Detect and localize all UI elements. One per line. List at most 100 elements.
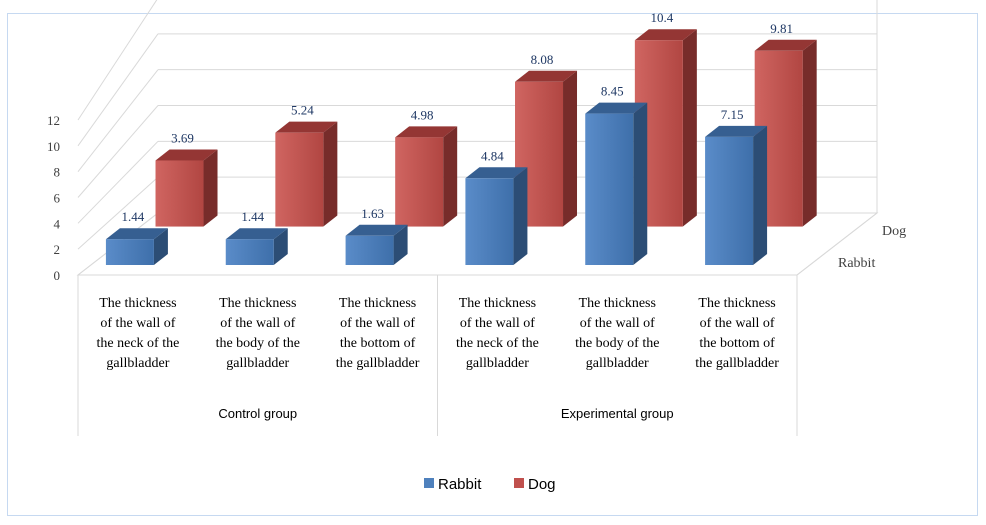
bar-dog bbox=[395, 126, 458, 227]
bar-side bbox=[153, 228, 168, 265]
bar-front bbox=[705, 136, 754, 265]
data-label: 8.08 bbox=[531, 52, 554, 67]
y-tick-label: 2 bbox=[54, 242, 61, 257]
legend: Rabbit Dog bbox=[424, 476, 556, 493]
group-label: Control group bbox=[218, 406, 297, 421]
bar-side bbox=[443, 126, 458, 227]
category-label: The thickness bbox=[579, 296, 656, 311]
category-label: of the wall of bbox=[100, 316, 175, 331]
category-label: The thickness bbox=[219, 296, 296, 311]
bar-top bbox=[395, 126, 458, 138]
y-tick-label: 8 bbox=[54, 165, 61, 180]
bar-dog bbox=[275, 121, 338, 227]
y-tick-label: 4 bbox=[54, 216, 61, 231]
legend-swatch-rabbit bbox=[424, 478, 434, 488]
category-label: The thickness bbox=[459, 296, 536, 311]
category-label: the gallbladder bbox=[695, 356, 779, 371]
data-label: 1.44 bbox=[241, 209, 264, 224]
bar-dog bbox=[155, 149, 218, 227]
category-label: The thickness bbox=[698, 296, 775, 311]
bar-dog bbox=[515, 70, 578, 227]
bar-side bbox=[273, 228, 288, 265]
bar-front bbox=[395, 137, 444, 227]
group-label: Experimental group bbox=[561, 406, 674, 421]
bar-front bbox=[105, 239, 154, 265]
bar-top bbox=[275, 121, 338, 133]
y-tick-label: 0 bbox=[54, 268, 61, 283]
legend-label-dog: Dog bbox=[528, 476, 556, 493]
bar-side bbox=[682, 29, 697, 227]
bar-side bbox=[203, 149, 218, 227]
category-label: the gallbladder bbox=[336, 356, 420, 371]
bar-top bbox=[225, 228, 288, 240]
data-label: 7.15 bbox=[721, 107, 744, 122]
bar-rabbit bbox=[705, 125, 768, 265]
data-label: 10.4 bbox=[650, 10, 673, 25]
category-label: of the wall of bbox=[700, 316, 775, 331]
data-label: 1.44 bbox=[122, 209, 145, 224]
y-tick-label: 12 bbox=[47, 113, 60, 128]
bar-side bbox=[513, 167, 528, 265]
category-label: of the wall of bbox=[460, 316, 535, 331]
category-label: gallbladder bbox=[586, 356, 649, 371]
y-tick-label: 6 bbox=[54, 191, 61, 206]
bar-side bbox=[753, 125, 768, 265]
bar-top bbox=[754, 39, 817, 51]
category-label: The thickness bbox=[339, 296, 416, 311]
category-label: gallbladder bbox=[106, 356, 169, 371]
category-label: the body of the bbox=[575, 336, 659, 351]
bar-top bbox=[465, 167, 528, 179]
bar-top bbox=[105, 228, 168, 240]
gridline-left-wall bbox=[77, 105, 159, 198]
category-label: of the wall of bbox=[580, 316, 655, 331]
category-label: gallbladder bbox=[226, 356, 289, 371]
bar-rabbit bbox=[585, 102, 648, 266]
bar-top bbox=[705, 125, 768, 137]
gridline-left-wall bbox=[77, 69, 159, 172]
bar-front bbox=[465, 178, 514, 265]
bar-rabbit bbox=[345, 224, 408, 265]
category-label: the body of the bbox=[216, 336, 300, 351]
bar-front bbox=[345, 235, 394, 265]
bar-top bbox=[515, 70, 578, 82]
bar-rabbit bbox=[465, 167, 528, 265]
bar-top bbox=[345, 224, 408, 236]
bar-side bbox=[563, 70, 578, 227]
bar-top bbox=[585, 102, 648, 114]
category-label: of the wall of bbox=[340, 316, 415, 331]
depth-label-rabbit: Rabbit bbox=[838, 256, 875, 271]
bar-rabbit bbox=[225, 228, 288, 265]
data-label: 9.81 bbox=[770, 21, 793, 36]
data-label: 8.45 bbox=[601, 84, 624, 99]
data-label: 5.24 bbox=[291, 103, 314, 118]
bar-top bbox=[155, 149, 218, 161]
depth-label-dog: Dog bbox=[882, 224, 906, 239]
legend-swatch-dog bbox=[514, 478, 524, 488]
bar-side bbox=[323, 121, 338, 227]
legend-label-rabbit: Rabbit bbox=[438, 476, 482, 493]
data-label: 4.98 bbox=[411, 107, 434, 122]
bar-front bbox=[155, 160, 204, 227]
category-label: the bottom of bbox=[340, 336, 416, 351]
bar-side bbox=[633, 102, 648, 266]
gridline-left-wall bbox=[77, 176, 159, 250]
category-label: The thickness bbox=[99, 296, 176, 311]
bar-side bbox=[802, 39, 817, 227]
data-label: 3.69 bbox=[171, 130, 194, 145]
bar-front bbox=[275, 132, 324, 227]
bar-front bbox=[225, 239, 274, 265]
bar-dog bbox=[754, 39, 817, 227]
category-label: the bottom of bbox=[699, 336, 775, 351]
gridline-left-wall bbox=[77, 33, 159, 147]
category-label: gallbladder bbox=[466, 356, 529, 371]
data-label: 1.63 bbox=[361, 206, 384, 221]
gridline-left-wall bbox=[77, 0, 158, 121]
y-tick-label: 10 bbox=[47, 139, 60, 154]
bar-front bbox=[585, 113, 634, 266]
gridline-left-wall bbox=[77, 140, 159, 224]
bar-top bbox=[634, 29, 697, 41]
bar-rabbit bbox=[105, 228, 168, 265]
category-label: the neck of the bbox=[456, 336, 539, 351]
floor-right-edge bbox=[796, 212, 878, 276]
